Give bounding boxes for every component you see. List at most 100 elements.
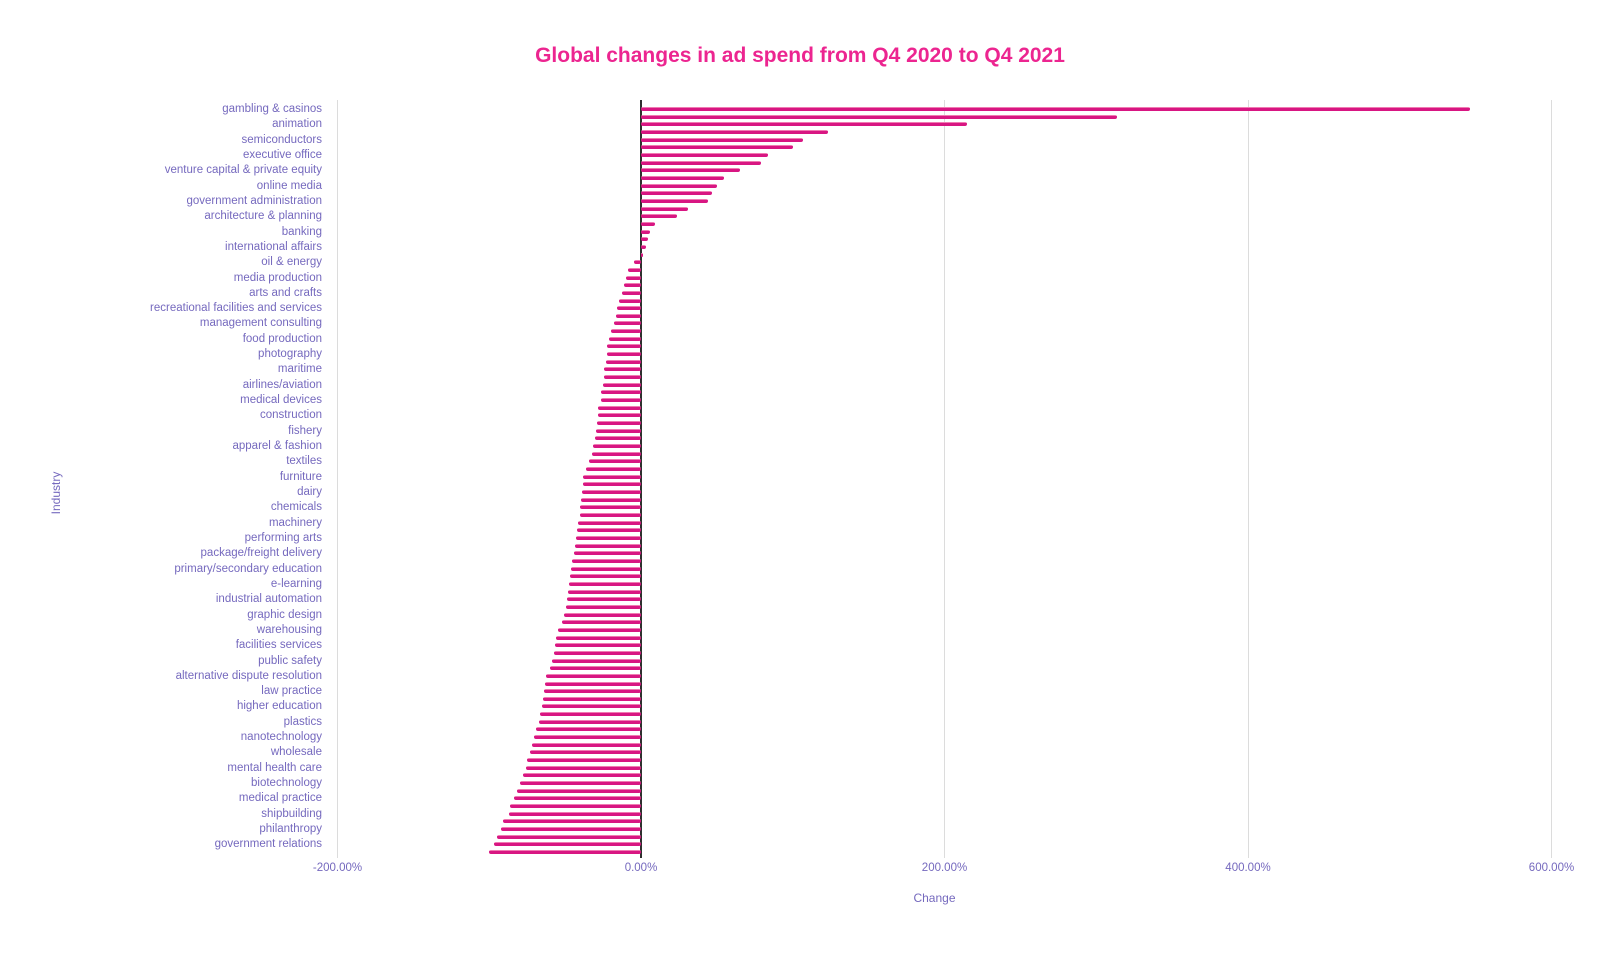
bar — [581, 497, 641, 502]
bar — [578, 520, 641, 525]
bar — [568, 589, 641, 594]
y-axis-label: package/freight delivery — [200, 547, 322, 560]
bar — [582, 490, 641, 494]
y-axis-label: semiconductors — [241, 133, 322, 146]
bar — [641, 114, 1118, 119]
y-axis-label: international affairs — [225, 240, 322, 253]
y-axis-label: shipbuilding — [261, 807, 322, 820]
y-axis-title: Industry — [49, 471, 63, 515]
bar — [634, 260, 641, 265]
bar — [597, 413, 641, 418]
y-axis-label: architecture & planning — [204, 210, 322, 223]
bar — [598, 405, 641, 410]
y-axis-label: arts and crafts — [249, 286, 322, 299]
bar — [544, 681, 641, 686]
bar — [602, 382, 641, 387]
bar — [641, 168, 740, 173]
y-axis-label: medical practice — [238, 792, 322, 805]
bar — [582, 482, 641, 487]
bar — [594, 436, 641, 441]
y-axis-label: public safety — [258, 654, 322, 667]
bar — [641, 221, 655, 226]
bar — [538, 719, 641, 724]
bar — [541, 704, 641, 709]
bar — [527, 758, 641, 763]
bar — [610, 329, 641, 334]
y-axis-label: airlines/aviation — [242, 378, 322, 391]
y-axis-label: banking — [281, 225, 322, 238]
bar — [562, 620, 641, 625]
bar — [641, 145, 793, 150]
bar — [570, 566, 641, 571]
bar — [621, 290, 641, 295]
bar — [545, 673, 641, 678]
y-axis-label: apparel & fashion — [232, 440, 322, 453]
bar — [575, 535, 641, 540]
bar — [600, 398, 641, 403]
bar — [564, 612, 641, 617]
y-axis-label: photography — [258, 348, 322, 361]
y-axis-label: higher education — [236, 700, 322, 713]
bar — [502, 819, 641, 824]
bar — [565, 604, 641, 609]
bar — [641, 122, 968, 127]
y-axis-label: recreational facilities and services — [150, 302, 322, 315]
bar — [543, 696, 641, 701]
y-axis-label: graphic design — [247, 608, 322, 621]
x-gridline — [944, 100, 945, 858]
bar — [641, 152, 769, 157]
bar — [530, 750, 641, 755]
bar — [531, 742, 641, 747]
y-axis-label: mental health care — [227, 761, 322, 774]
x-gridline — [337, 100, 338, 858]
bar — [519, 781, 641, 786]
bar — [525, 765, 641, 770]
y-axis-label: food production — [242, 332, 322, 345]
bar — [569, 574, 641, 579]
y-axis-label: fishery — [288, 424, 322, 437]
bar — [641, 175, 725, 180]
bar — [595, 428, 641, 433]
bar — [603, 375, 641, 380]
bar — [536, 727, 641, 732]
bar — [567, 597, 641, 602]
bar — [641, 198, 708, 203]
y-axis-label: gambling & casinos — [222, 103, 322, 115]
bar — [533, 735, 641, 740]
bar — [641, 252, 644, 257]
y-axis-label: textiles — [286, 455, 322, 468]
y-axis-label: wholesale — [270, 746, 322, 759]
bar — [579, 512, 641, 517]
bar — [641, 129, 828, 134]
bar — [588, 459, 641, 464]
bar — [573, 551, 641, 556]
bar — [592, 451, 641, 456]
y-axis-label: maritime — [277, 363, 322, 376]
bar — [624, 283, 641, 288]
bar — [549, 666, 641, 671]
y-axis-label: alternative dispute resolution — [175, 669, 322, 682]
bar — [489, 850, 641, 855]
y-axis-label: animation — [272, 118, 322, 131]
bar — [557, 627, 641, 632]
y-axis-label: government administration — [186, 194, 322, 207]
bar — [554, 650, 641, 655]
bar — [641, 191, 713, 196]
x-axis-title: Change — [913, 891, 956, 905]
chart-title: Global changes in ad spend from Q4 2020 … — [535, 44, 1065, 67]
y-axis-label: performing arts — [244, 531, 322, 544]
bar — [609, 336, 641, 341]
bar — [605, 359, 641, 364]
bar — [493, 842, 641, 847]
y-axis-label: executive office — [242, 148, 322, 161]
bar — [543, 689, 641, 694]
bar — [613, 321, 641, 326]
bar — [628, 267, 641, 272]
x-tick-label: 600.00% — [1528, 862, 1575, 874]
y-axis-label: facilities services — [235, 639, 322, 652]
y-axis-label: industrial automation — [215, 593, 322, 606]
y-axis-label: dairy — [297, 486, 322, 498]
bar — [617, 306, 641, 311]
y-axis-label: management consulting — [199, 317, 322, 330]
